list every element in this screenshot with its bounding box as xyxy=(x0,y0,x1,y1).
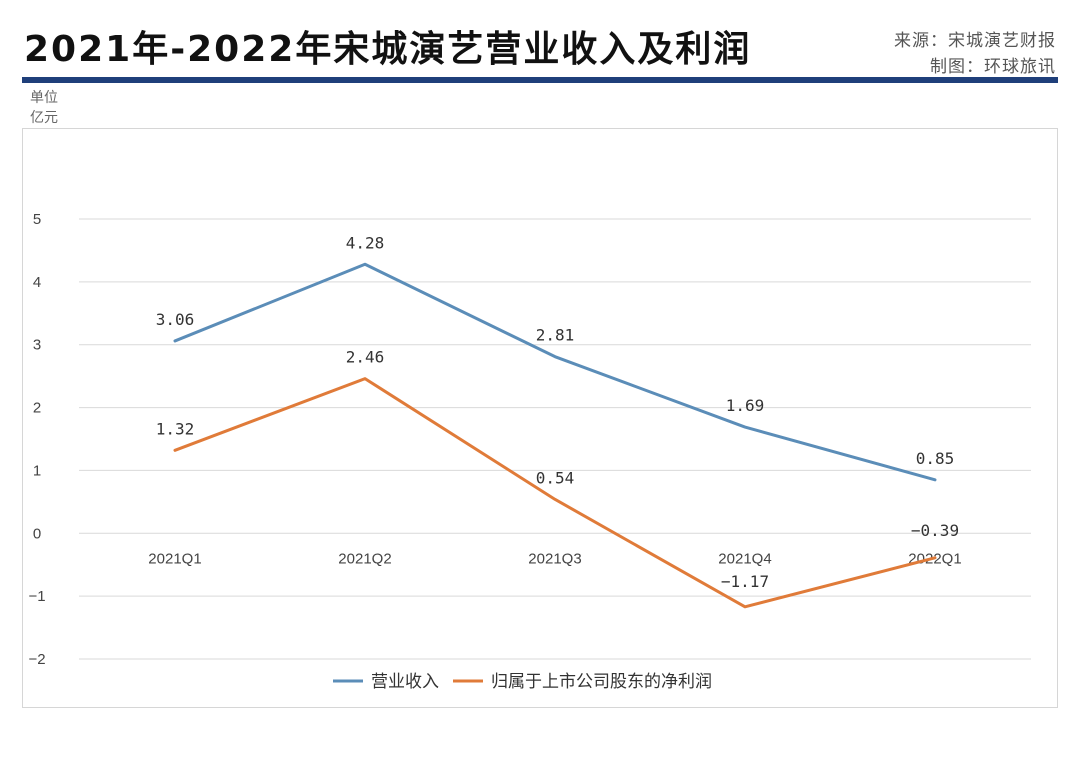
series-line-2 xyxy=(173,377,937,609)
data-label: 2.81 xyxy=(536,326,575,345)
y-tick-label: 5 xyxy=(33,211,41,228)
y-tick-label: 1 xyxy=(33,462,41,479)
data-label: 0.85 xyxy=(916,449,955,468)
data-label: 4.28 xyxy=(346,233,385,252)
y-tick-label: 0 xyxy=(33,525,41,542)
legend-label: 归属于上市公司股东的净利润 xyxy=(491,672,712,692)
source-credits: 来源：宋城演艺财报 制图：环球旅讯 xyxy=(894,28,1056,80)
y-tick-label: 3 xyxy=(33,337,41,354)
data-label: 0.54 xyxy=(536,468,575,487)
chart-title: 2021年-2022年宋城演艺营业收入及利润 xyxy=(24,29,752,70)
chart-frame: 5 4 3 2 1 0 −1 −2 2021Q1 2021Q2 2021Q3 2021Q4 2022Q1… xyxy=(22,128,1058,708)
x-tick-label: 2021Q1 xyxy=(148,550,201,567)
source-line: 来源：宋城演艺财报 xyxy=(894,31,1056,51)
x-tick-label: 2021Q3 xyxy=(528,550,581,567)
unit-label: 单位 亿元 xyxy=(30,88,58,128)
title-divider xyxy=(22,77,1058,83)
data-label: 3.06 xyxy=(156,310,195,329)
data-label: −1.17 xyxy=(721,572,769,591)
series-line-1 xyxy=(173,262,937,482)
unit-line-1: 单位 xyxy=(30,90,58,106)
credit-line: 制图：环球旅讯 xyxy=(930,57,1056,77)
y-tick-label: 2 xyxy=(33,400,41,417)
x-tick-label: 2021Q4 xyxy=(718,550,771,567)
legend-label: 营业收入 xyxy=(371,672,439,692)
x-tick-label: 2021Q2 xyxy=(338,550,391,567)
data-label: 1.69 xyxy=(726,396,765,415)
data-label: 2.46 xyxy=(346,348,385,367)
unit-line-2: 亿元 xyxy=(30,110,58,126)
y-tick-label: −1 xyxy=(28,588,45,605)
y-tick-label: 4 xyxy=(33,274,41,291)
data-label: −0.39 xyxy=(911,521,959,540)
data-label: 1.32 xyxy=(156,419,195,438)
y-tick-label: −2 xyxy=(28,651,45,668)
